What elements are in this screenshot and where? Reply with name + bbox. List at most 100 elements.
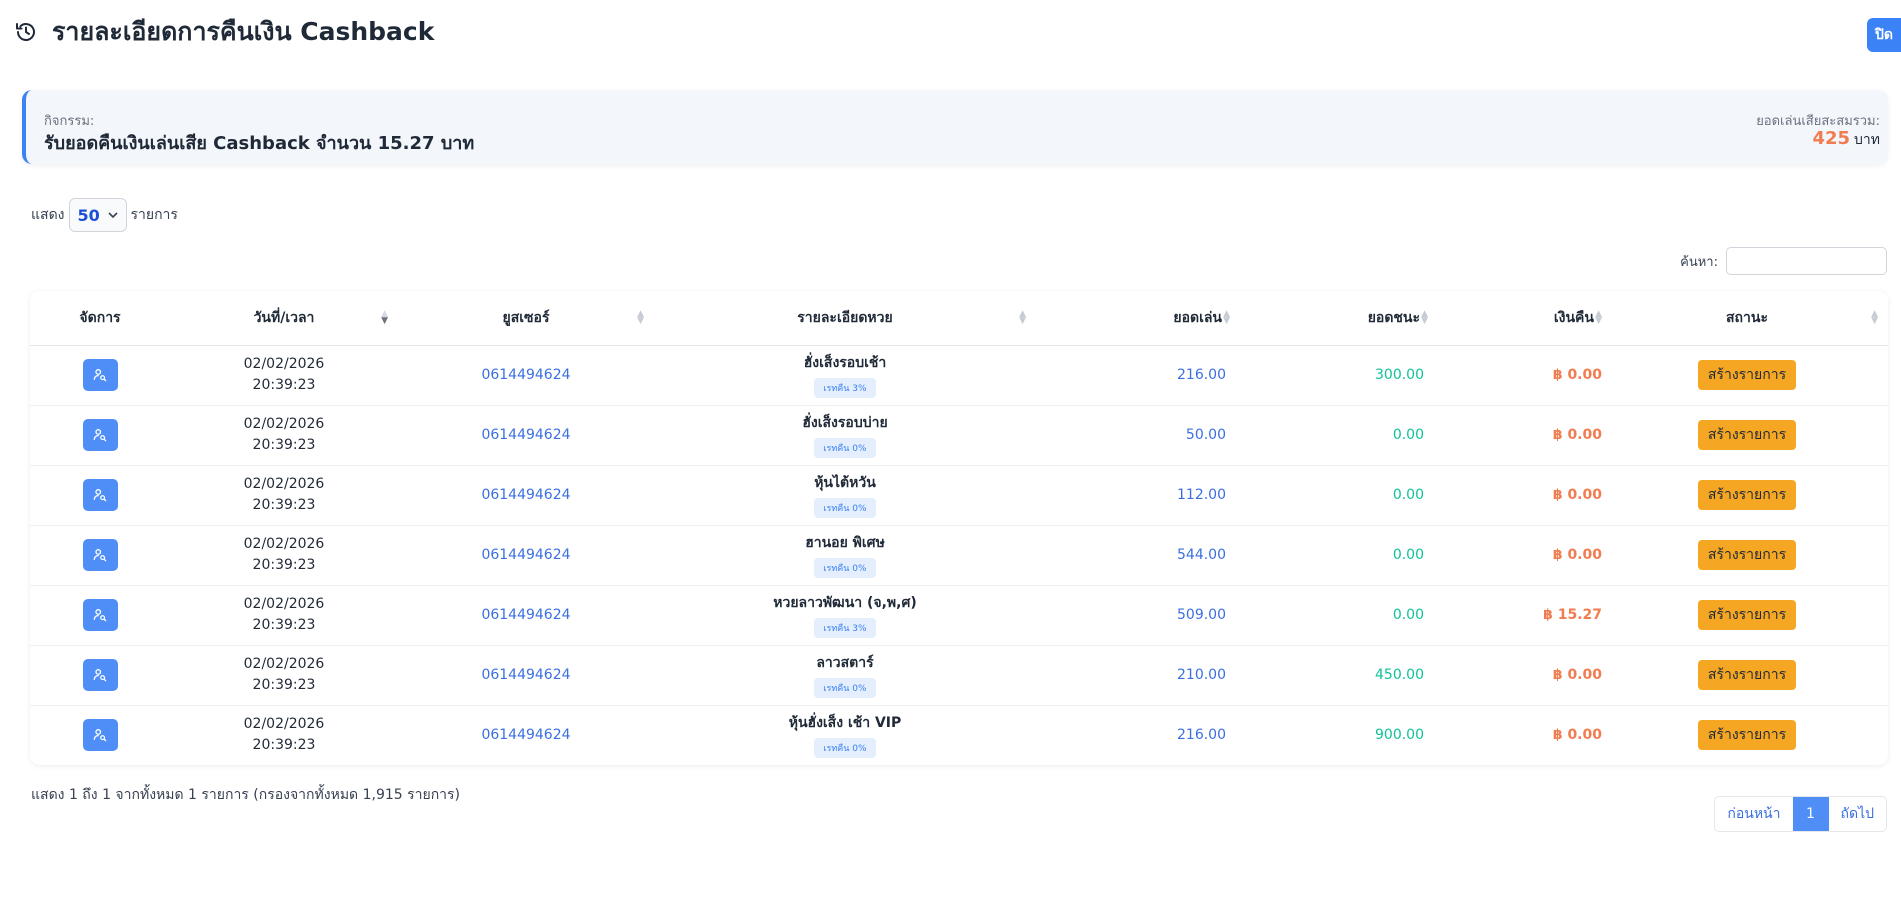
win-amount: 900.00: [1375, 727, 1424, 744]
user-cell: 0614494624: [398, 705, 654, 765]
refund-amount: ฿ 0.00: [1432, 525, 1606, 586]
search-input[interactable]: [1726, 247, 1887, 275]
row-time: 20:39:23: [252, 617, 316, 633]
table-info: แสดง 1 ถึง 1 จากทั้งหมด 1 รายการ (กรองจา…: [31, 787, 461, 803]
status-badge: สร้างรายการ: [1697, 420, 1797, 450]
table-row: 02/02/2026 20:39:23 0614494624 ลาวสตาร์เรทค…: [30, 645, 1888, 706]
activity-label: กิจกรรม:: [44, 114, 95, 129]
row-time: 20:39:23: [252, 677, 316, 693]
view-user-button[interactable]: [82, 419, 118, 451]
row-date: 02/02/2026: [243, 416, 325, 432]
next-page-button[interactable]: ถัดไป: [1840, 806, 1875, 822]
col-header-datetime[interactable]: วันที่/เวลา ▲ ▼: [170, 291, 398, 346]
row-date: 02/02/2026: [243, 536, 325, 552]
table-row: 02/02/2026 20:39:23 0614494624 ฮานอย พิเศษเ…: [30, 525, 1888, 586]
rate-badge: เรทคืน 0%: [814, 498, 876, 518]
status-badge: สร้างรายการ: [1697, 540, 1797, 570]
datetime-cell: 02/02/2026 20:39:23: [170, 345, 398, 406]
lotto-name: หวยลาวพัฒนา (จ,พ,ศ): [773, 595, 917, 611]
lotto-cell: หุ้นไต้หวัน เรทคืน 0%: [654, 465, 1036, 526]
pagination: ก่อนหน้า 1 ถัดไป: [1714, 796, 1887, 832]
row-date: 02/02/2026: [243, 596, 325, 612]
status-cell: สร้างรายการ: [1606, 645, 1888, 706]
user-link[interactable]: 0614494624: [481, 367, 571, 383]
datetime-cell: 02/02/2026 20:39:23: [170, 525, 398, 586]
lotto-name: หุ้นฮั่งเส็ง เช้า VIP: [788, 715, 902, 732]
datetime-cell: 02/02/2026 20:39:23: [170, 705, 398, 765]
view-user-button[interactable]: [82, 599, 118, 631]
lotto-cell: หุ้นฮั่งเส็ง เช้า VIP เรทคืน 0%: [654, 705, 1036, 765]
col-header-status[interactable]: สถานะ ▲ ▼: [1606, 291, 1888, 346]
win-amount: 300.00: [1234, 345, 1432, 406]
actions-cell: [30, 645, 170, 706]
col-header-win[interactable]: ยอดชนะ ▲ ▼: [1234, 291, 1432, 346]
col-header-lotto[interactable]: รายละเอียดหวย ▲ ▼: [654, 291, 1036, 346]
view-user-button[interactable]: [82, 539, 118, 571]
table-row: 02/02/2026 20:39:23 0614494624 หวยลาวพัฒนา …: [30, 585, 1888, 646]
total-loss-label: ยอดเล่นเสียสะสมรวม:: [1756, 114, 1880, 129]
row-date: 02/02/2026: [243, 356, 325, 372]
page-1-button[interactable]: 1: [1792, 797, 1829, 831]
lotto-name: ฮั่งเส็งรอบบ่าย: [802, 415, 888, 431]
page-length-select[interactable]: 50: [68, 198, 127, 232]
lotto-name: ลาวสตาร์: [816, 655, 874, 671]
rate-badge: เรทคืน 0%: [814, 558, 876, 578]
table-row: 02/02/2026 20:39:23 0614494624 ฮั่งเส็งรอบเ…: [30, 345, 1888, 406]
prev-page-button[interactable]: ก่อนหน้า: [1727, 806, 1781, 822]
status-badge: สร้างรายการ: [1697, 720, 1797, 751]
length-items-label: รายการ: [130, 207, 178, 223]
lotto-cell: หวยลาวพัฒนา (จ,พ,ศ) เรทคืน 3%: [654, 585, 1036, 646]
bet-amount: 216.00: [1036, 345, 1234, 406]
view-user-button[interactable]: [82, 659, 118, 691]
user-cell: 0614494624: [398, 525, 654, 586]
user-link[interactable]: 0614494624: [481, 547, 571, 563]
search-control: ค้นหา:: [1680, 247, 1887, 275]
cashback-table: จัดการ วันที่/เวลา ▲ ▼ ยูสเซอร์ ▲ ▼ รายละเ…: [30, 291, 1888, 765]
refund-amount: ฿ 0.00: [1432, 405, 1606, 466]
win-amount: 0.00: [1234, 465, 1432, 526]
sort-icon: ▲ ▼: [637, 309, 644, 326]
user-link[interactable]: 0614494624: [481, 667, 571, 683]
page-length-value: 50: [77, 205, 100, 225]
col-header-refund[interactable]: เงินคืน ▲ ▼: [1432, 291, 1606, 346]
row-time: 20:39:23: [252, 557, 316, 573]
total-loss-value: 425: [1812, 128, 1851, 149]
page-length-control: แสดง 50 รายการ: [31, 198, 178, 232]
refund-amount: ฿ 0.00: [1432, 645, 1606, 706]
close-button[interactable]: ปิด: [1867, 18, 1901, 52]
datetime-cell: 02/02/2026 20:39:23: [170, 645, 398, 706]
col-header-user[interactable]: ยูสเซอร์ ▲ ▼: [398, 291, 654, 346]
user-cell: 0614494624: [398, 585, 654, 646]
datetime-cell: 02/02/2026 20:39:23: [170, 465, 398, 526]
row-date: 02/02/2026: [243, 656, 325, 672]
view-user-button[interactable]: [82, 719, 118, 752]
view-user-button[interactable]: [82, 479, 118, 511]
lotto-cell: ฮั่งเส็งรอบเช้า เรทคืน 3%: [654, 345, 1036, 406]
row-time: 20:39:23: [252, 437, 316, 453]
rate-badge: เรทคืน 3%: [814, 378, 876, 398]
user-link[interactable]: 0614494624: [481, 487, 571, 503]
status-badge: สร้างรายการ: [1697, 600, 1797, 630]
user-search-icon: [93, 429, 107, 442]
refund-amount: ฿ 0.00: [1552, 727, 1602, 744]
col-header-bet[interactable]: ยอดเล่น ▲ ▼: [1036, 291, 1234, 346]
user-link[interactable]: 0614494624: [481, 607, 571, 623]
sort-icon: ▲ ▼: [1871, 309, 1878, 326]
row-time: 20:39:23: [252, 497, 316, 513]
lotto-cell: ฮั่งเส็งรอบบ่าย เรทคืน 0%: [654, 405, 1036, 466]
user-cell: 0614494624: [398, 345, 654, 406]
view-user-button[interactable]: [82, 359, 118, 391]
user-link[interactable]: 0614494624: [481, 427, 571, 443]
actions-cell: [30, 345, 170, 406]
lotto-cell: ลาวสตาร์เรทคืน 0%: [654, 645, 1036, 706]
sort-icon: ▲ ▼: [1421, 309, 1428, 326]
row-time: 20:39:23: [252, 377, 316, 393]
user-link[interactable]: 0614494624: [481, 727, 571, 744]
status-badge: สร้างรายการ: [1697, 660, 1797, 690]
page-header: รายละเอียดการคืนเงิน Cashback: [14, 14, 434, 50]
status-cell: สร้างรายการ: [1606, 405, 1888, 466]
user-cell: 0614494624: [398, 465, 654, 526]
rate-badge: เรทคืน 0%: [814, 678, 876, 698]
datetime-cell: 02/02/2026 20:39:23: [170, 585, 398, 646]
actions-cell: [30, 525, 170, 586]
